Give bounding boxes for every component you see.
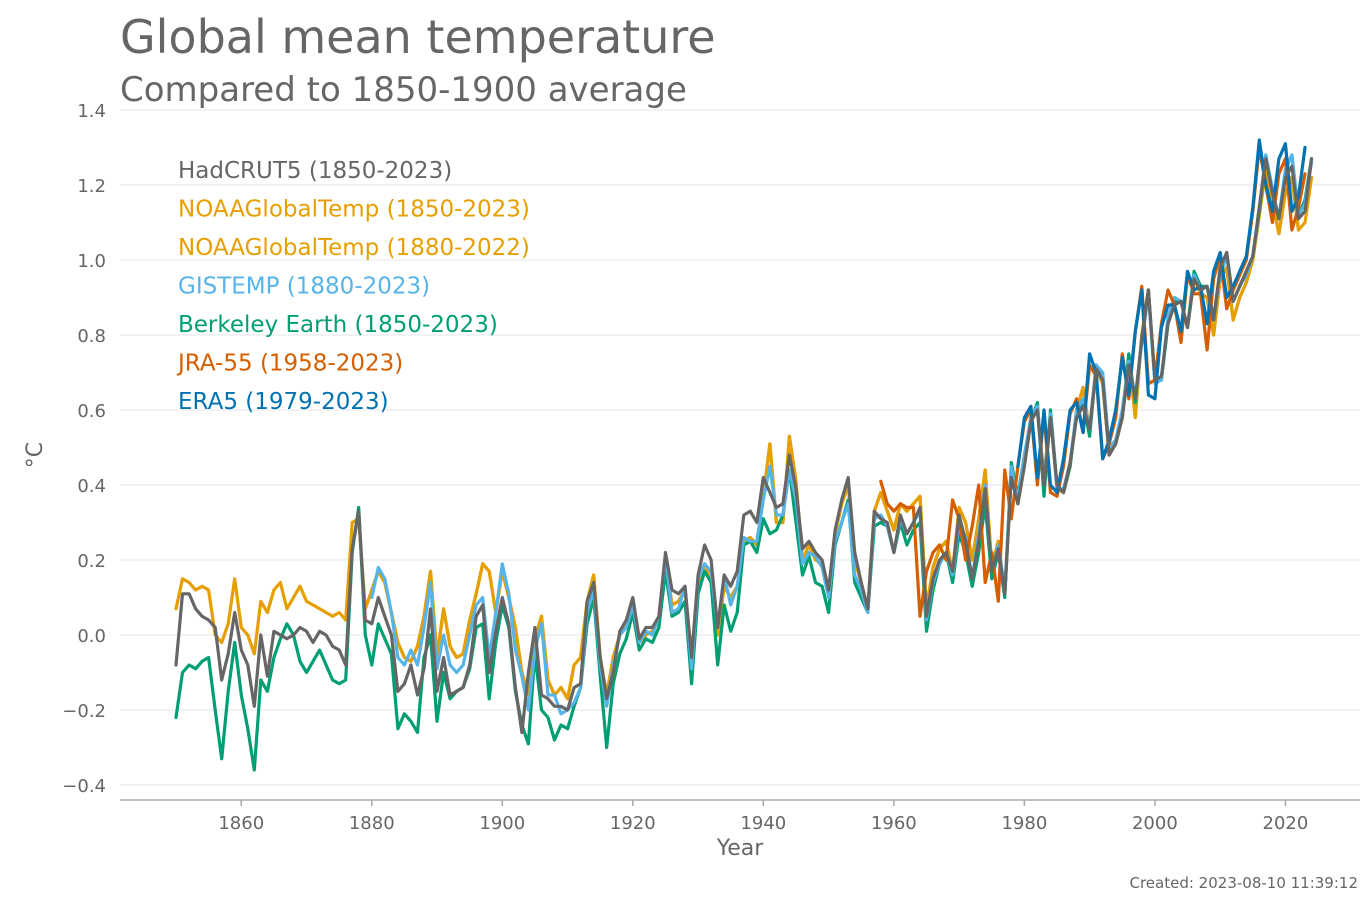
x-tick-label: 2020: [1263, 813, 1309, 834]
y-tick-label: 1.0: [77, 251, 106, 272]
x-tick-label: 1880: [349, 813, 395, 834]
series-line: [1016, 138, 1307, 495]
legend: HadCRUT5 (1850-2023) NOAAGlobalTemp (1850…: [176, 158, 530, 415]
x-tick-label: 1980: [1001, 813, 1047, 834]
x-tick-label: 1860: [218, 813, 264, 834]
chart-subtitle: Compared to 1850-1900 average: [120, 70, 687, 110]
legend-entry: NOAAGlobalTemp (1850-2023): [178, 197, 530, 223]
x-tick-label: 1960: [871, 813, 917, 834]
y-tick-label: 0.6: [77, 401, 106, 422]
legend-entry: JRA-55 (1958-2023): [176, 351, 403, 377]
y-tick-label: −0.4: [62, 776, 106, 797]
y-tick-label: 0.0: [77, 626, 106, 647]
x-tick-label: 1940: [740, 813, 786, 834]
x-tick-label: 2000: [1132, 813, 1178, 834]
y-tick-labels: −0.4 −0.2 0.0 0.2 0.4 0.6 0.8 1.0 1.2 1.4: [62, 101, 106, 797]
grid-lines: [120, 109, 1360, 786]
y-tick-label: 1.4: [77, 101, 106, 122]
legend-entry: GISTEMP (1880-2023): [178, 274, 430, 300]
series-line: [174, 157, 1314, 735]
y-tick-label: −0.2: [62, 701, 106, 722]
legend-entry: Berkeley Earth (1850-2023): [178, 312, 498, 338]
x-tick-label: 1920: [610, 813, 656, 834]
y-tick-label: 0.4: [77, 476, 106, 497]
y-tick-label: 1.2: [77, 176, 106, 197]
x-tick-label: 1900: [479, 813, 525, 834]
y-tick-label: 0.2: [77, 551, 106, 572]
series-lines: [174, 138, 1314, 772]
x-axis-label: Year: [716, 836, 765, 861]
y-axis-label: °C: [23, 442, 48, 468]
created-timestamp: Created: 2023-08-10 11:39:12: [1129, 874, 1359, 892]
legend-entry: ERA5 (1979-2023): [178, 389, 389, 415]
legend-entry: NOAAGlobalTemp (1880-2022): [178, 235, 530, 261]
x-axis: 1860 1880 1900 1920 1940 1960 1980 2000 2020: [120, 799, 1360, 834]
chart-title: Global mean temperature: [120, 10, 716, 64]
y-tick-label: 0.8: [77, 326, 106, 347]
legend-entry: HadCRUT5 (1850-2023): [178, 158, 452, 184]
